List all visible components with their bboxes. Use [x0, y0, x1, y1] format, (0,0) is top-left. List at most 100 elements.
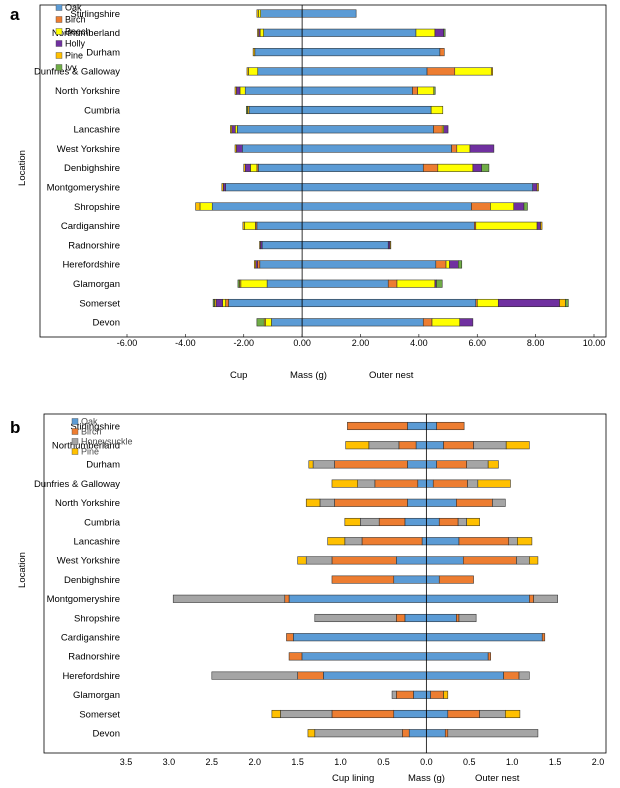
bar-cup-birch-shropshire-pb — [396, 613, 406, 623]
legend-swatch-pine-pa — [55, 52, 63, 59]
bar-cup-oak-shropshire-pb — [404, 613, 427, 623]
cup-lining-label-b: Cup lining — [332, 773, 374, 784]
bar-outer-birch-devon-pa — [422, 318, 433, 327]
bar-cup-oak-dunfries-galloway-pb — [417, 479, 427, 488]
bar-cup-pine-stirlingshire-pa — [256, 9, 259, 18]
bar-outer-beech-north-yorkshire-pa — [417, 86, 435, 95]
bar-outer-oak-cardiganshire-pa — [301, 221, 475, 230]
bar-outer-honeysuckle-west-yorkshire-pb — [516, 556, 530, 565]
bar-cup-oak-west-yorkshire-pb — [396, 556, 427, 565]
category-label-pa: Lancashire — [74, 125, 120, 136]
bar-outer-holly-devon-pa — [459, 318, 474, 327]
bar-cup-pine-north-yorkshire-pb — [305, 498, 321, 507]
category-label-pa: West Yorkshire — [57, 144, 120, 155]
bar-cup-ivy-glamorgan-pa — [237, 279, 240, 288]
bar-outer-beech-devon-pa — [431, 318, 461, 327]
bar-outer-birch-northumberland-pb — [443, 441, 474, 450]
bar-outer-birch-devon-pb — [444, 729, 449, 738]
bar-outer-honeysuckle-herefordshire-pb — [518, 671, 530, 680]
bar-outer-oak-herefordshire-pa — [301, 260, 437, 269]
bar-outer-ivy-denbighshire-pa — [481, 163, 490, 172]
bar-cup-oak-cardiganshire-pa — [256, 221, 303, 230]
bar-cup-pine-devon-pb — [307, 729, 316, 738]
bar-cup-pine-lancashire-pa — [230, 125, 233, 134]
bar-cup-pine-northumberland-pb — [345, 441, 370, 450]
bar-outer-oak-stirlingshire-pa — [301, 9, 357, 18]
bar-outer-oak-radnorshire-pb — [426, 652, 489, 661]
bar-cup-pine-dunfries-galloway-pb — [331, 479, 358, 488]
bar-cup-honeysuckle-northumberland-pb — [368, 441, 400, 450]
bar-cup-birch-glamorgan-pb — [396, 690, 414, 699]
bar-outer-birch-cumbria-pb — [438, 517, 459, 527]
bar-outer-pine-cardiganshire-pa — [540, 221, 543, 230]
bar-outer-birch-north-yorkshire-pb — [456, 498, 493, 507]
bar-outer-oak-cumbria-pa — [301, 105, 432, 115]
bar-cup-pine-montgomeryshire-pa — [221, 183, 224, 192]
bar-outer-honeysuckle-somerset-pb — [479, 709, 506, 719]
bar-outer-honeysuckle-cumbria-pb — [457, 517, 467, 527]
category-label-pb: Cardiganshire — [61, 633, 120, 644]
bar-outer-birch-west-yorkshire-pa — [451, 144, 458, 153]
bar-cup-beech-glamorgan-pa — [240, 279, 268, 288]
bar-outer-oak-somerset-pb — [426, 709, 449, 719]
bar-cup-ivy-cumbria-pa — [246, 105, 248, 115]
category-label-pa: Dunfries & Galloway — [34, 67, 120, 78]
bar-cup-oak-stirlingshire-pb — [407, 421, 427, 431]
bar-outer-pine-radnorshire-pa — [389, 241, 392, 250]
bar-cup-honeysuckle-lancashire-pb — [344, 537, 363, 546]
bar-cup-birch-cardiganshire-pb — [286, 633, 294, 642]
bar-outer-oak-devon-pa — [301, 318, 424, 327]
category-label-pa: Northumberland — [52, 28, 120, 39]
bar-outer-beech-denbighshire-pa — [437, 163, 474, 172]
bar-cup-birch-stirlingshire-pb — [347, 421, 408, 431]
bar-outer-birch-lancashire-pa — [433, 125, 443, 134]
chart-panel-b: b Location Cup lining Mass (g) Outer nes… — [10, 413, 607, 784]
category-label-pb: Denbighshire — [64, 575, 120, 586]
category-label-pa: Montgomeryshire — [47, 183, 120, 194]
bar-cup-pine-dunfries-galloway-pa — [246, 67, 249, 76]
bar-outer-oak-shropshire-pb — [426, 613, 457, 623]
category-label-pa: Devon — [93, 318, 120, 329]
bar-outer-honeysuckle-northumberland-pb — [473, 441, 507, 450]
plot-frame-pb — [43, 413, 607, 754]
bar-cup-birch-durham-pb — [334, 460, 408, 469]
category-label-pb: Montgomeryshire — [47, 594, 120, 605]
bar-outer-honeysuckle-lancashire-pb — [508, 537, 518, 546]
bar-outer-ivy-glamorgan-pa — [436, 279, 443, 288]
category-label-pa: Stirlingshire — [70, 9, 120, 20]
bar-outer-oak-north-yorkshire-pa — [301, 86, 413, 95]
bar-outer-holly-lancashire-pa — [443, 125, 449, 134]
category-label-pb: Lancashire — [74, 537, 120, 548]
bar-cup-oak-stirlingshire-pa — [260, 9, 303, 18]
bar-outer-birch-radnorshire-pb — [487, 652, 492, 661]
bar-outer-beech-west-yorkshire-pa — [456, 144, 471, 153]
legend-swatch-oak-pa — [55, 4, 63, 11]
legend-entry-birch-pb: Birch — [81, 427, 102, 437]
chart-panel-a: a Location Cup Mass (g) Outer nest -6.00… — [10, 3, 607, 381]
x-axis-label-b: Mass (g) — [408, 773, 445, 784]
bar-outer-pine-west-yorkshire-pb — [529, 556, 539, 565]
bar-cup-pine-denbighshire-pa — [243, 163, 246, 172]
bar-outer-birch-north-yorkshire-pa — [412, 86, 418, 95]
bar-cup-oak-northumberland-pb — [415, 441, 427, 450]
bar-cup-oak-somerset-pb — [393, 709, 427, 719]
bar-cup-honeysuckle-herefordshire-pb — [211, 671, 298, 680]
bar-cup-oak-cumbria-pb — [404, 517, 427, 527]
bar-outer-oak-lancashire-pb — [426, 537, 460, 546]
bar-cup-holly-north-yorkshire-pa — [236, 86, 241, 95]
bar-cup-beech-northumberland-pa — [259, 28, 264, 37]
bar-outer-pine-cumbria-pb — [466, 517, 480, 527]
bar-outer-holly-herefordshire-pa — [449, 260, 459, 269]
bar-cup-oak-west-yorkshire-pa — [242, 144, 303, 153]
bar-outer-birch-lancashire-pb — [458, 537, 510, 546]
bar-cup-oak-denbighshire-pa — [258, 163, 303, 172]
bar-cup-oak-lancashire-pa — [237, 125, 303, 134]
bar-cup-oak-lancashire-pb — [421, 537, 427, 546]
bar-cup-pine-durham-pb — [308, 460, 314, 469]
bar-outer-birch-west-yorkshire-pb — [462, 556, 517, 565]
bar-outer-oak-dunfries-galloway-pa — [301, 67, 428, 76]
bar-cup-oak-montgomeryshire-pa — [225, 183, 303, 192]
category-label-pb: Northumberland — [52, 441, 120, 452]
x-tick-label-pb: 1.5 — [291, 757, 304, 767]
bar-cup-birch-radnorshire-pb — [288, 652, 303, 661]
